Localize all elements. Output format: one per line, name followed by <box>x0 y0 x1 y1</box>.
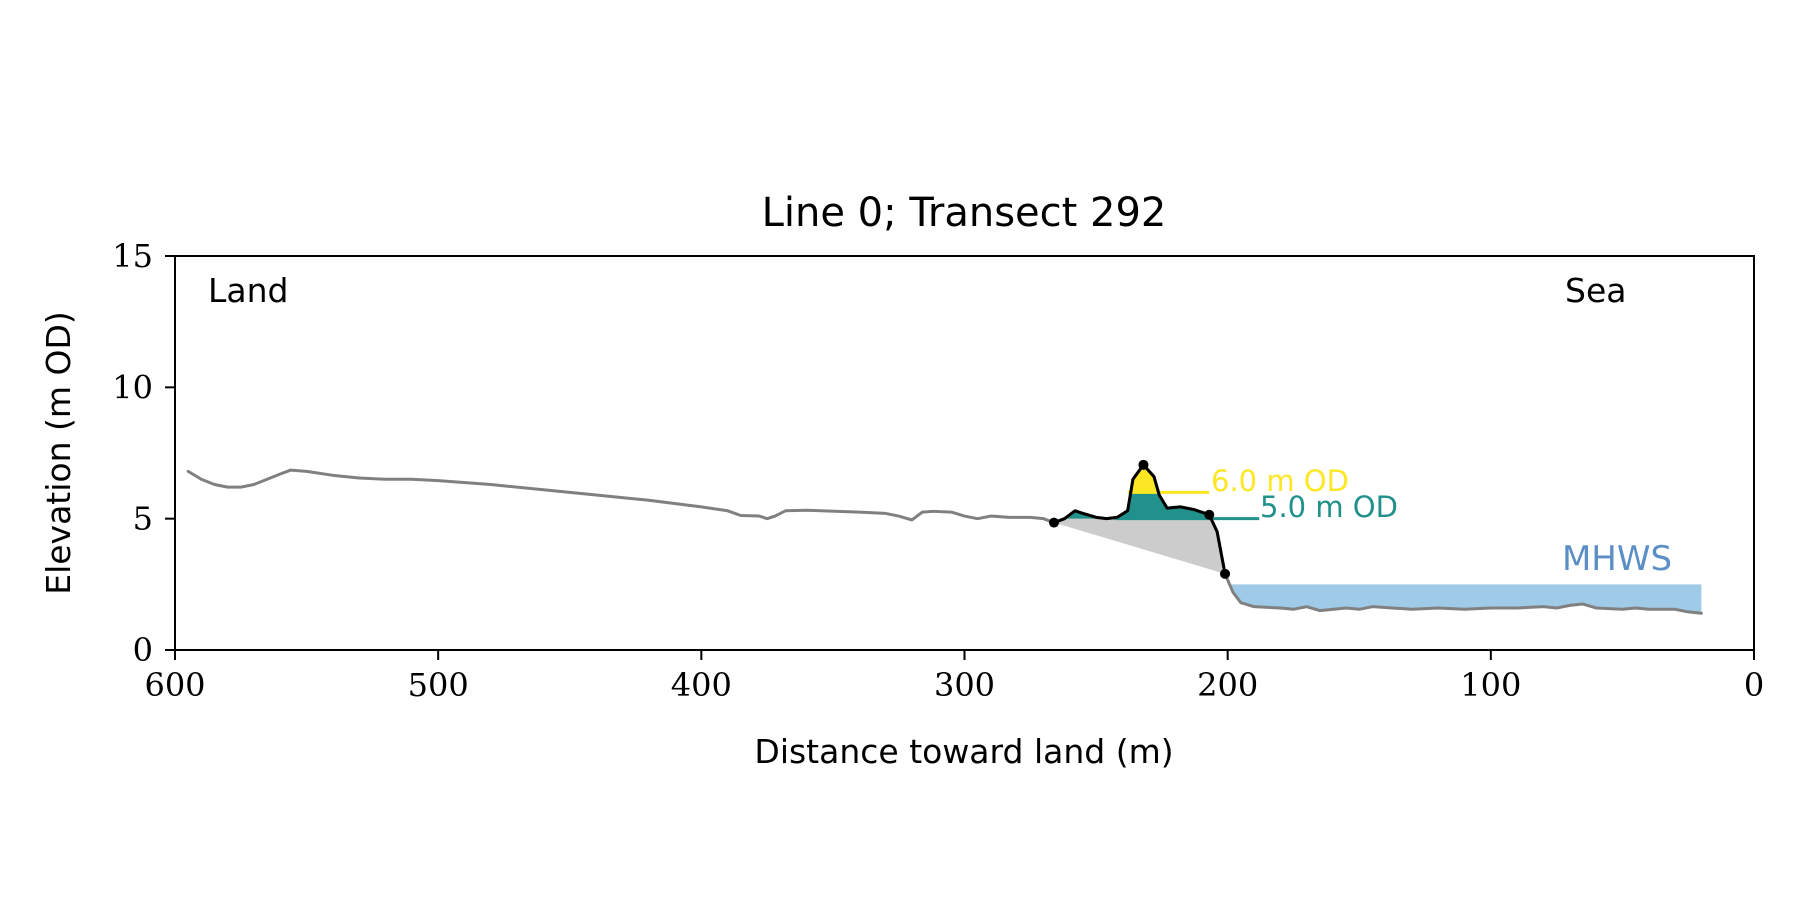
x-tick-label-100: 100 <box>1460 666 1521 704</box>
lines-layer <box>186 463 1703 615</box>
dune-marker-3 <box>1220 568 1231 579</box>
y-tick-label-0: 0 <box>133 631 153 669</box>
x-tick-label-400: 400 <box>671 666 732 704</box>
dune-marker-2 <box>1204 509 1215 520</box>
y-tick-label-10: 10 <box>112 368 153 406</box>
x-ticks: 600 500 400 300 200 100 0 <box>144 650 1764 704</box>
level-6m-fill <box>1130 464 1159 493</box>
land-annotation: Land <box>208 271 288 310</box>
y-ticks: 0 5 10 15 <box>112 237 175 669</box>
y-tick-label-15: 15 <box>112 237 153 275</box>
x-tick-label-300: 300 <box>934 666 995 704</box>
levels-layer <box>1114 490 1260 521</box>
y-axis-label: Elevation (m OD) <box>39 311 78 595</box>
sea-annotation: Sea <box>1565 271 1626 310</box>
dune-marker-1 <box>1138 459 1149 470</box>
x-tick-label-600: 600 <box>144 666 205 704</box>
mhws-annotation: MHWS <box>1562 539 1672 579</box>
mhws-band <box>1227 579 1702 614</box>
level-6m-annotation: 6.0 m OD <box>1211 464 1349 498</box>
x-axis-label: Distance toward land (m) <box>754 732 1173 771</box>
dune-marker-0 <box>1048 517 1059 528</box>
dune-line <box>1052 463 1227 576</box>
x-tick-label-200: 200 <box>1197 666 1258 704</box>
x-tick-label-0: 0 <box>1744 666 1764 704</box>
x-tick-label-500: 500 <box>408 666 469 704</box>
chart-title: Line 0; Transect 292 <box>762 190 1167 236</box>
level-5m-annotation: 5.0 m OD <box>1260 490 1398 524</box>
y-tick-label-5: 5 <box>133 500 153 538</box>
markers-layer <box>1048 459 1231 579</box>
